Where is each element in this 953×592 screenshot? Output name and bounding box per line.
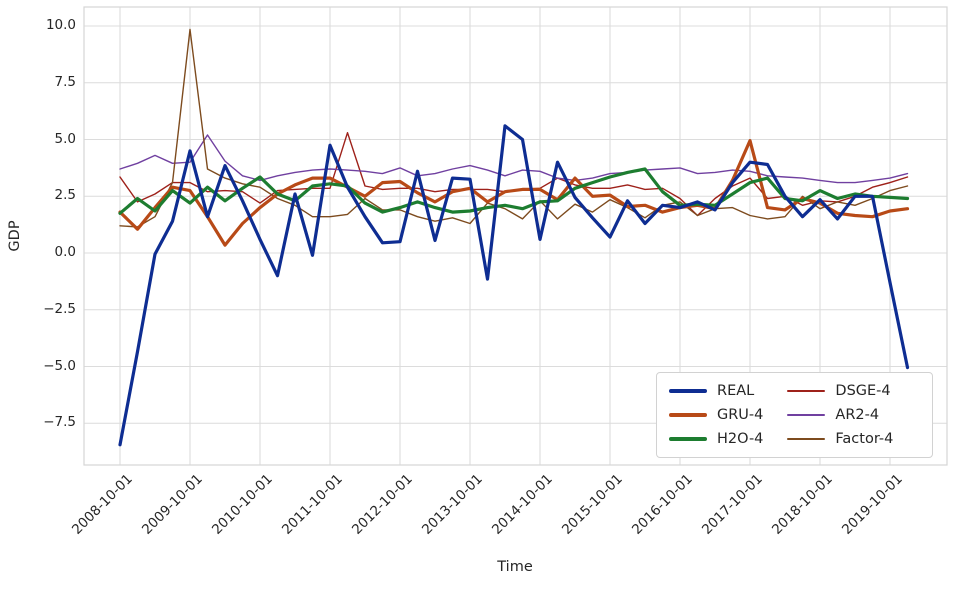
y-tick-label: −5.0 bbox=[43, 357, 76, 374]
legend-line-icon bbox=[787, 414, 826, 416]
legend-line-swatch bbox=[669, 389, 707, 393]
legend-label: Factor-4 bbox=[835, 431, 894, 447]
legend-line-swatch bbox=[669, 437, 707, 441]
x-axis-label: Time bbox=[497, 559, 533, 575]
legend-column: DSGE-4 AR2-4 Factor-4 bbox=[787, 383, 893, 447]
legend-line-icon bbox=[669, 437, 707, 441]
legend-item-GRU-4: GRU-4 bbox=[669, 407, 763, 423]
y-tick-label: 7.5 bbox=[54, 73, 76, 90]
series-line-H2O-4 bbox=[118, 167, 910, 215]
y-axis-label: GDP bbox=[7, 220, 23, 252]
y-tick-label: 10.0 bbox=[45, 17, 76, 33]
y-tick-label: 2.5 bbox=[54, 187, 76, 204]
legend-item-H2O-4: H2O-4 bbox=[669, 431, 763, 447]
legend-column: REAL GRU-4 H2O-4 bbox=[669, 383, 763, 447]
legend-line-swatch bbox=[669, 413, 707, 417]
y-tick-label: 0.0 bbox=[54, 244, 76, 260]
legend-label: GRU-4 bbox=[717, 407, 764, 423]
legend-line-icon bbox=[669, 389, 707, 393]
legend-item-REAL: REAL bbox=[669, 383, 763, 399]
legend-line-icon bbox=[787, 438, 826, 440]
y-tick-label: 5.0 bbox=[54, 130, 76, 147]
legend-label: AR2-4 bbox=[835, 407, 880, 423]
legend-line-swatch bbox=[787, 438, 826, 440]
legend-item-AR2-4: AR2-4 bbox=[787, 407, 893, 423]
y-tick-label: −7.5 bbox=[43, 414, 76, 431]
legend-line-icon bbox=[669, 413, 707, 417]
y-tick-label: −2.5 bbox=[43, 300, 76, 317]
series-line-AR2-4 bbox=[119, 134, 909, 184]
legend-line-icon bbox=[787, 390, 826, 392]
legend-item-DSGE-4: DSGE-4 bbox=[787, 383, 893, 399]
legend-label: H2O-4 bbox=[717, 431, 764, 447]
series-line-GRU-4 bbox=[118, 139, 910, 247]
series-line-Factor-4 bbox=[119, 28, 909, 228]
plot-border bbox=[83, 6, 948, 466]
legend-label: DSGE-4 bbox=[835, 383, 891, 399]
legend-line-swatch bbox=[787, 414, 826, 416]
legend-label: REAL bbox=[717, 383, 755, 399]
legend: REAL GRU-4 H2O-4 DSGE-4 AR2-4 Factor-4 bbox=[656, 372, 933, 458]
series-line-REAL bbox=[118, 124, 910, 447]
legend-line-swatch bbox=[787, 390, 826, 392]
legend-item-Factor-4: Factor-4 bbox=[787, 431, 893, 447]
